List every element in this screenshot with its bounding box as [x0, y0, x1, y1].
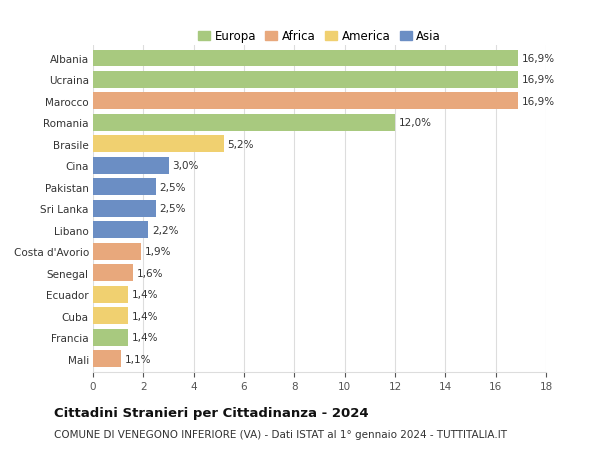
Text: COMUNE DI VENEGONO INFERIORE (VA) - Dati ISTAT al 1° gennaio 2024 - TUTTITALIA.I: COMUNE DI VENEGONO INFERIORE (VA) - Dati… [54, 429, 507, 439]
Bar [93, 72, 518, 89]
Text: 3,0%: 3,0% [172, 161, 199, 171]
Text: 1,6%: 1,6% [137, 268, 164, 278]
Text: 2,5%: 2,5% [160, 204, 186, 214]
Bar [93, 136, 224, 153]
Text: 16,9%: 16,9% [522, 54, 555, 64]
Bar [93, 308, 128, 325]
Text: 12,0%: 12,0% [399, 118, 432, 128]
Bar [93, 222, 148, 239]
Bar [93, 93, 518, 110]
Bar [93, 201, 156, 217]
Bar [93, 50, 518, 67]
Bar [93, 179, 156, 196]
Text: 16,9%: 16,9% [522, 75, 555, 85]
Bar [93, 265, 133, 281]
Bar [93, 329, 128, 346]
Bar [93, 286, 128, 303]
Text: 2,2%: 2,2% [152, 225, 179, 235]
Text: 2,5%: 2,5% [160, 182, 186, 192]
Text: 5,2%: 5,2% [227, 140, 254, 150]
Text: 1,4%: 1,4% [132, 311, 158, 321]
Text: 16,9%: 16,9% [522, 97, 555, 106]
Text: 1,4%: 1,4% [132, 332, 158, 342]
Text: 1,4%: 1,4% [132, 290, 158, 300]
Bar [93, 243, 141, 260]
Legend: Europa, Africa, America, Asia: Europa, Africa, America, Asia [193, 26, 446, 48]
Bar [93, 115, 395, 131]
Bar [93, 351, 121, 367]
Text: 1,1%: 1,1% [124, 354, 151, 364]
Text: Cittadini Stranieri per Cittadinanza - 2024: Cittadini Stranieri per Cittadinanza - 2… [54, 406, 368, 419]
Bar [93, 157, 169, 174]
Text: 1,9%: 1,9% [145, 247, 171, 257]
